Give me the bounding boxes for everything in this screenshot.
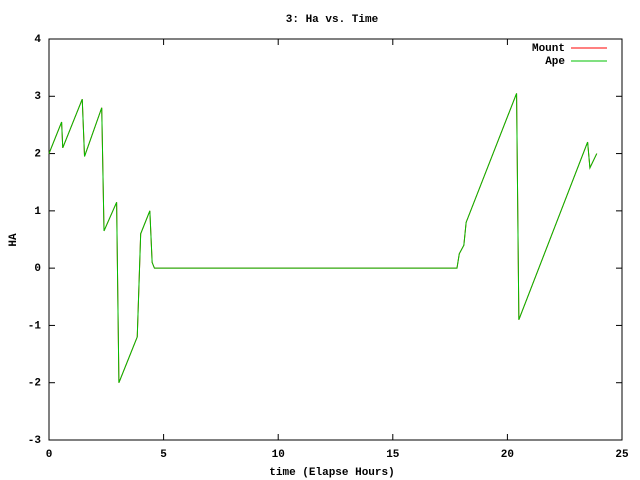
y-tick-label: 0 <box>34 263 41 275</box>
legend-label: Ape <box>545 56 565 68</box>
y-tick-label: -1 <box>28 320 42 332</box>
y-tick-label: 4 <box>34 34 41 46</box>
y-axis-label: HA <box>8 233 20 247</box>
x-tick-label: 25 <box>615 449 629 461</box>
y-tick-label: -2 <box>28 378 41 390</box>
x-axis-label: time (Elapse Hours) <box>269 467 394 479</box>
x-tick-label: 10 <box>272 449 285 461</box>
plot-frame <box>48 38 623 441</box>
chart-title: 3: Ha vs. Time <box>286 14 379 26</box>
x-tick-label: 0 <box>46 449 53 461</box>
y-tick-label: 1 <box>34 206 41 218</box>
data-line <box>48 93 598 383</box>
x-tick-label: 5 <box>160 449 167 461</box>
x-tick-label: 15 <box>386 449 400 461</box>
y-tick-label: 2 <box>34 148 41 160</box>
y-tick-label: 3 <box>34 91 41 103</box>
y-tick-label: -3 <box>28 435 42 447</box>
data-line <box>48 93 598 383</box>
x-tick-label: 20 <box>501 449 514 461</box>
legend-label: Mount <box>532 43 565 55</box>
